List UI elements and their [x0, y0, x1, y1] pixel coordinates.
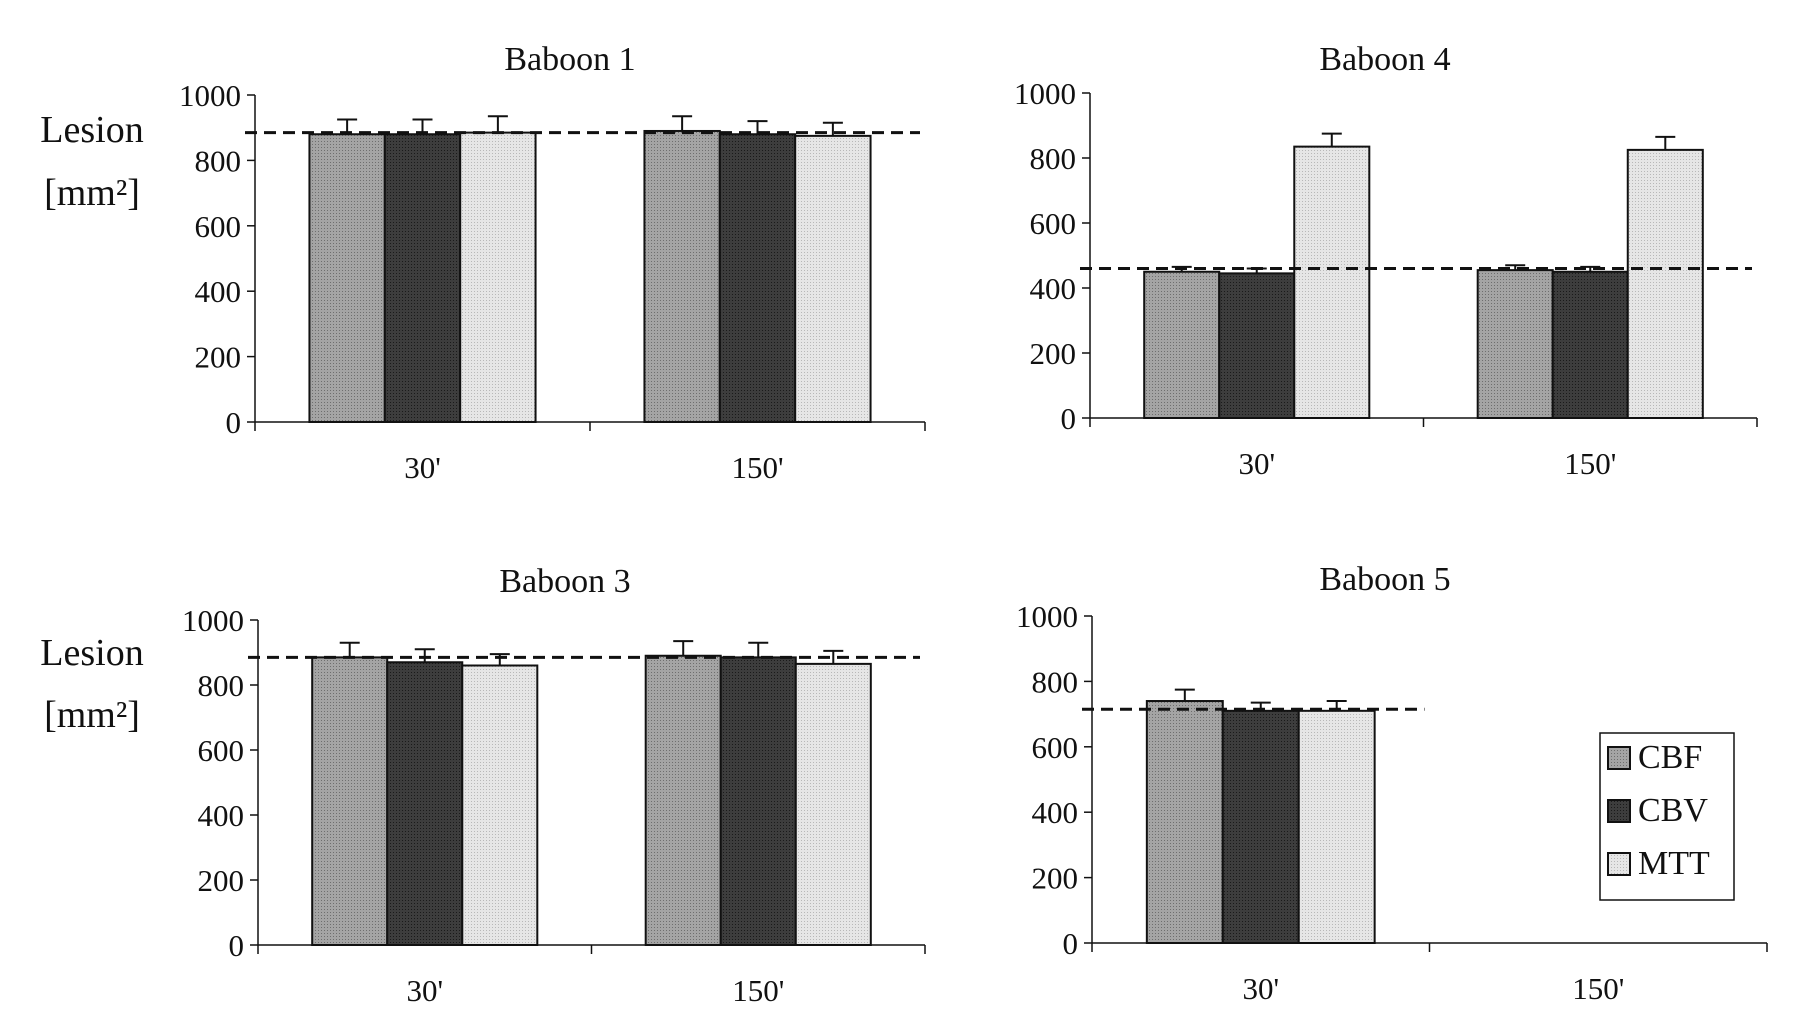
legend-box — [1599, 732, 1735, 901]
bar-cbv — [1218, 272, 1296, 419]
y-tick-label: 400 — [195, 274, 242, 309]
legend-label-mtt: MTT — [1638, 845, 1710, 882]
y-tick-label: 400 — [1030, 271, 1077, 306]
bar-mtt — [1293, 145, 1371, 419]
chart-title: Baboon 4 — [1319, 41, 1450, 78]
bar-cbf — [308, 133, 386, 424]
bar-cbv — [719, 656, 797, 946]
legend-swatch-cbf — [1607, 746, 1631, 770]
y-tick-label: 1000 — [1016, 599, 1078, 634]
chart-panel-4: Baboon 5 0 200 400 600 800 1000 30' 150' — [1016, 561, 1768, 1006]
x-tick-label: 30' — [404, 450, 441, 485]
y-tick-label: 800 — [198, 668, 245, 703]
bar-cbv — [386, 661, 464, 946]
legend: CBF CBV MTT — [1599, 732, 1735, 901]
x-tick-label: 30' — [406, 973, 443, 1008]
legend-label-cbv: CBV — [1638, 792, 1708, 829]
y-tick-label: 1000 — [179, 78, 241, 113]
y-axis-label: Lesion — [40, 109, 143, 151]
y-tick-label: 200 — [195, 340, 242, 375]
bar-cbv — [1551, 270, 1629, 419]
y-tick-label: 200 — [1030, 336, 1077, 371]
y-tick-label: 200 — [1032, 861, 1079, 896]
bar-mtt — [459, 131, 537, 423]
legend-swatch-cbv — [1607, 799, 1631, 823]
y-tick-label: 600 — [198, 733, 245, 768]
bar-mtt — [794, 134, 872, 423]
x-tick-label: 30' — [1242, 971, 1279, 1006]
y-axis-label: Lesion — [40, 632, 143, 674]
x-tick-label: 150' — [1572, 971, 1624, 1006]
chart-panel-1: Baboon 1 Lesion [mm²] 0 200 400 600 800 1000 30' 1… — [40, 41, 926, 485]
legend-label-cbf: CBF — [1638, 739, 1702, 776]
bar-mtt — [1297, 709, 1376, 945]
y-tick-label: 400 — [198, 798, 245, 833]
y-tick-label: 600 — [195, 209, 242, 244]
y-tick-label: 0 — [226, 405, 242, 440]
bar-cbf — [1476, 269, 1554, 419]
x-tick-label: 150' — [732, 973, 784, 1008]
y-tick-label: 600 — [1032, 730, 1079, 765]
x-tick-label: 30' — [1238, 446, 1275, 481]
y-tick-label: 1000 — [182, 603, 244, 638]
bar-cbv — [1221, 709, 1300, 945]
y-tick-label: 800 — [1030, 141, 1077, 176]
y-tick-label: 400 — [1032, 795, 1079, 830]
bar-cbf — [1145, 700, 1224, 945]
bar-cbv — [718, 133, 797, 424]
y-tick-label: 800 — [1032, 664, 1079, 699]
chart-panel-2: Baboon 4 0 200 400 600 800 1000 30' 150' — [1014, 41, 1758, 481]
y-axis-unit: [mm²] — [44, 172, 140, 214]
y-tick-label: 0 — [1061, 401, 1077, 436]
chart-title: Baboon 1 — [504, 41, 635, 78]
bar-cbf — [643, 129, 721, 423]
legend-swatch-mtt — [1607, 852, 1631, 876]
chart-panel-3: Baboon 3 Lesion [mm²] 0 200 400 600 800 1000 30' 1… — [40, 563, 926, 1008]
chart-title: Baboon 3 — [499, 563, 630, 600]
bar-mtt — [461, 664, 539, 946]
y-tick-label: 0 — [229, 928, 245, 963]
x-tick-label: 150' — [1564, 446, 1616, 481]
y-tick-label: 800 — [195, 143, 242, 178]
bar-cbf — [644, 654, 722, 946]
x-tick-label: 150' — [731, 450, 783, 485]
bar-cbv — [383, 133, 462, 424]
y-tick-label: 1000 — [1014, 76, 1076, 111]
y-tick-label: 600 — [1030, 206, 1077, 241]
chart-title: Baboon 5 — [1319, 561, 1450, 598]
bar-cbf — [1143, 270, 1221, 419]
y-tick-label: 200 — [198, 863, 245, 898]
bar-mtt — [1626, 148, 1704, 419]
bar-mtt — [794, 662, 872, 946]
chart-panels: Baboon 1 Lesion [mm²] 0 200 400 600 800 1000 30' 1… — [40, 41, 1768, 1008]
bar-cbf — [311, 656, 389, 946]
y-axis-unit: [mm²] — [44, 694, 140, 736]
y-tick-label: 0 — [1063, 926, 1079, 961]
